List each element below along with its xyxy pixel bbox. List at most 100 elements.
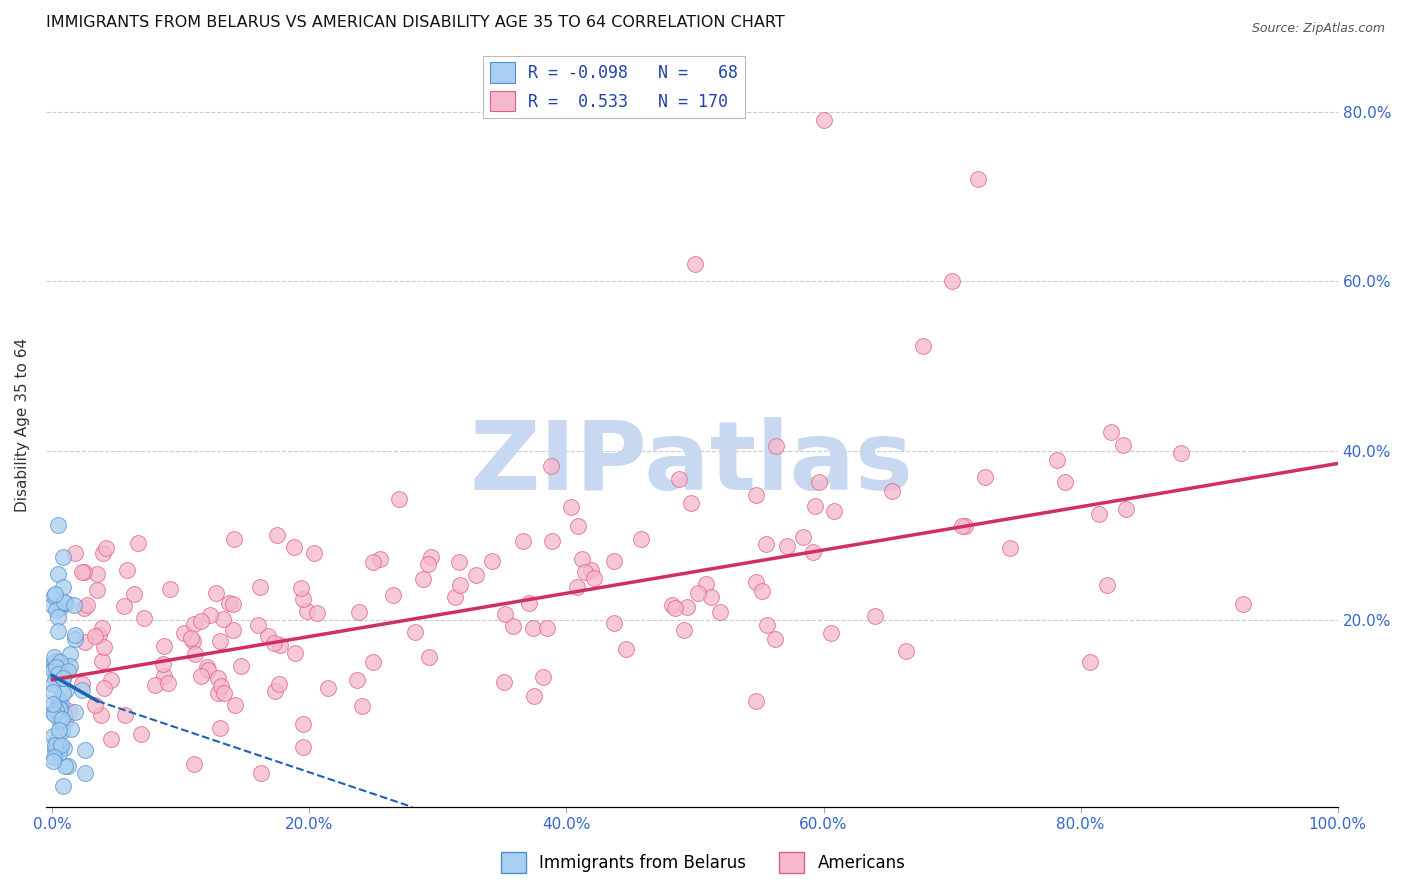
Point [76, 598, 98, 612]
Point [73, 565, 96, 579]
Legend: R = -0.098   N =   68, R =  0.533   N = 170: R = -0.098 N = 68, R = 0.533 N = 170 [484, 56, 745, 118]
Point [45, 603, 67, 617]
Point [56, 758, 79, 772]
Point [42, 663, 65, 677]
Point [129, 727, 152, 741]
Point [295, 604, 318, 618]
Point [46, 737, 69, 751]
Point [94, 541, 117, 555]
Point [198, 607, 221, 622]
Point [361, 555, 384, 569]
Point [48, 747, 70, 761]
Point [246, 618, 269, 632]
Point [44, 672, 66, 686]
Point [63, 628, 86, 642]
Point [447, 555, 470, 569]
Point [412, 573, 434, 587]
Point [55, 596, 77, 610]
Point [1170, 445, 1192, 459]
Point [132, 611, 155, 625]
Point [159, 582, 181, 596]
Point [91, 654, 114, 668]
Point [44, 742, 66, 756]
Point [264, 684, 287, 698]
Point [52, 580, 75, 594]
Point [127, 536, 149, 550]
Y-axis label: Disability Age 35 to 64: Disability Age 35 to 64 [15, 338, 30, 512]
Point [755, 617, 778, 632]
Point [59, 722, 82, 736]
Point [157, 676, 180, 690]
Point [48, 739, 70, 754]
Point [48, 702, 70, 716]
Point [222, 597, 245, 611]
Point [44, 587, 66, 601]
Point [52, 779, 75, 793]
Point [388, 492, 411, 507]
Point [42, 655, 65, 669]
Point [207, 686, 229, 700]
Point [205, 586, 228, 600]
Point [292, 717, 315, 731]
Point [190, 614, 212, 628]
Point [59, 647, 82, 661]
Point [90, 708, 112, 723]
Point [894, 644, 917, 658]
Point [46, 697, 69, 711]
Point [673, 624, 696, 638]
Point [153, 639, 176, 653]
Point [419, 549, 441, 564]
Point [45, 660, 67, 674]
Point [52, 671, 75, 685]
Point [540, 458, 562, 473]
Point [224, 698, 246, 713]
Point [602, 615, 624, 630]
Text: Source: ZipAtlas.com: Source: ZipAtlas.com [1251, 22, 1385, 36]
Point [290, 581, 312, 595]
Point [807, 475, 830, 489]
Point [1078, 655, 1101, 669]
Point [1088, 507, 1111, 521]
Point [53, 665, 76, 680]
Point [42, 749, 65, 764]
Point [579, 563, 602, 577]
Point [173, 626, 195, 640]
Point [49, 655, 72, 669]
Point [813, 113, 835, 128]
Point [211, 679, 233, 693]
Point [492, 675, 515, 690]
Point [361, 655, 384, 669]
Point [523, 689, 546, 703]
Point [56, 664, 79, 678]
Point [122, 587, 145, 601]
Point [181, 634, 204, 648]
Point [745, 488, 768, 502]
Point [86, 582, 108, 597]
Point [560, 500, 582, 514]
Point [494, 607, 516, 622]
Point [222, 623, 245, 637]
Point [444, 590, 467, 604]
Point [998, 541, 1021, 555]
Point [745, 694, 768, 708]
Point [882, 484, 904, 499]
Point [347, 606, 370, 620]
Point [531, 671, 554, 685]
Point [58, 704, 80, 718]
Point [404, 625, 426, 640]
Point [801, 545, 824, 559]
Point [48, 693, 70, 707]
Point [249, 580, 271, 594]
Point [950, 519, 973, 533]
Point [52, 549, 75, 564]
Point [42, 706, 65, 721]
Point [45, 703, 67, 717]
Point [48, 713, 70, 727]
Point [52, 740, 75, 755]
Point [745, 574, 768, 589]
Point [93, 640, 115, 654]
Point [70, 683, 93, 698]
Point [865, 608, 887, 623]
Point [911, 339, 934, 353]
Point [184, 648, 207, 662]
